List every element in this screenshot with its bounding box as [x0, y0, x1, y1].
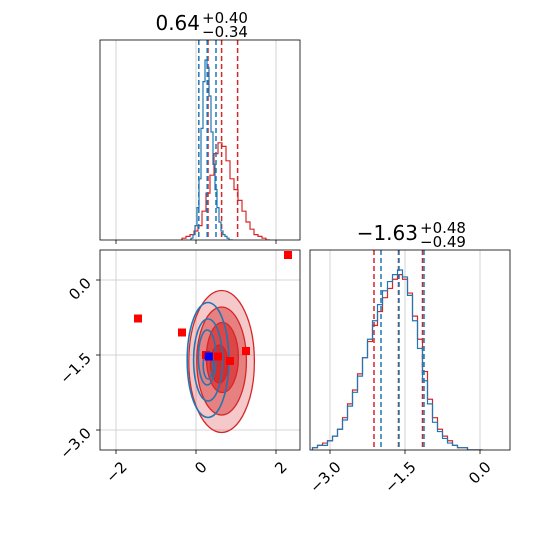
x-tick-label-param-0: 2: [271, 458, 290, 477]
title-minus: −0.49: [420, 233, 466, 251]
x-tick-label-param-0: 0: [191, 458, 210, 477]
histogram-step-blue: [190, 59, 233, 240]
histogram-param-0: [181, 40, 270, 240]
red-marker: [226, 357, 234, 365]
y-tick-label-param-1: 0.0: [65, 274, 95, 304]
blue-marker: [204, 352, 213, 361]
histogram-step-blue: [311, 269, 483, 450]
title-param-1: −1.63 +0.48 −0.49: [357, 219, 466, 251]
red-marker: [214, 352, 222, 361]
red-marker: [134, 314, 142, 323]
title-plus: +0.48: [420, 219, 466, 237]
red-marker: [242, 347, 250, 355]
axis-ticks: −2 0 2 −3.0 −1.5 0.0 −3.0 −1.5 0.0: [56, 240, 495, 497]
axes-frame-hist-0: [99, 39, 301, 241]
blue-density-contour: [192, 318, 224, 402]
red-marker: [284, 251, 292, 259]
title-minus: −0.34: [202, 23, 248, 41]
y-tick-label-param-1: −1.5: [56, 349, 94, 387]
title-value: 0.64: [155, 11, 200, 35]
axes-frame-joint: [99, 249, 301, 451]
title-param-0: 0.64 +0.40 −0.34: [155, 9, 248, 41]
histogram-step-red: [311, 274, 483, 450]
title-plus: +0.40: [202, 9, 248, 27]
title-value: −1.63: [357, 221, 418, 245]
y-tick-label-param-1: −3.0: [56, 424, 94, 462]
x-tick-label-param-1: −1.5: [381, 458, 419, 496]
grid-lines: [100, 40, 481, 450]
joint-density: [134, 251, 292, 434]
axes-frame-hist-1: [309, 249, 511, 451]
histogram-param-1: [311, 250, 483, 450]
x-tick-label-param-1: 0.0: [465, 458, 495, 488]
x-tick-label-param-0: −2: [102, 458, 130, 486]
red-marker: [178, 328, 186, 337]
x-tick-label-param-1: −3.0: [306, 458, 344, 496]
